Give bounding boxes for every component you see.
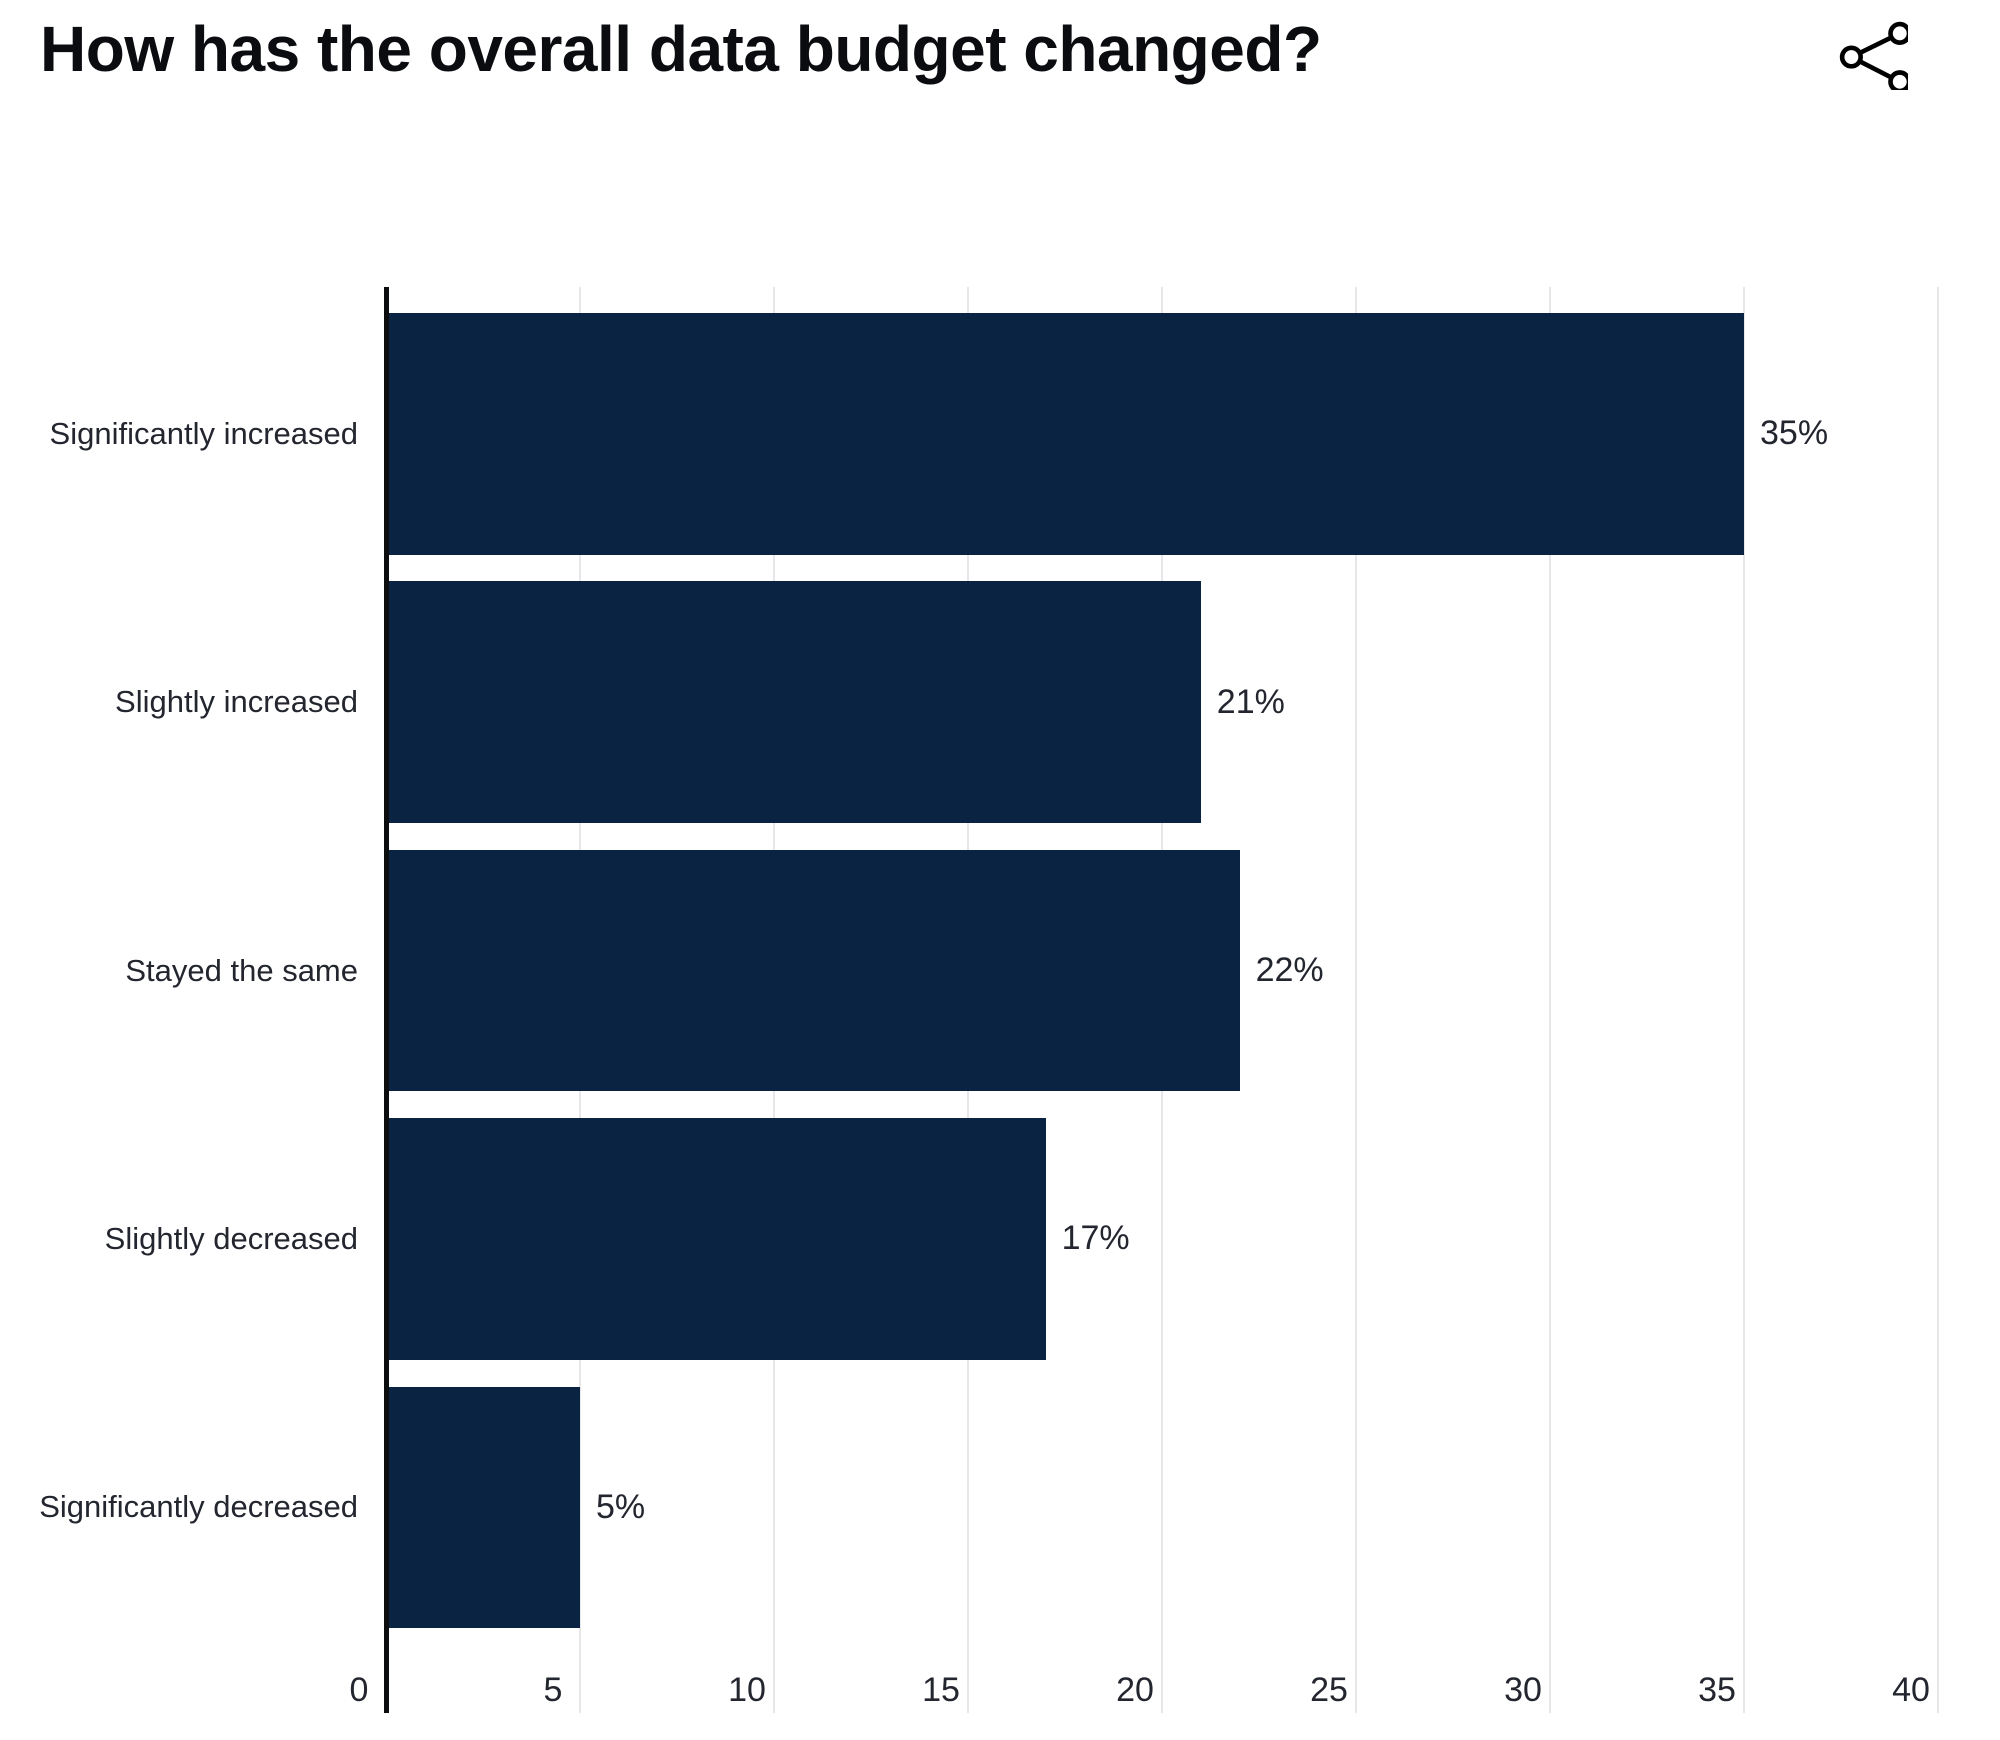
x-gridline (1549, 287, 1551, 1713)
bar-slightly-decreased[interactable] (389, 1118, 1046, 1360)
bar-significantly-increased[interactable] (389, 313, 1744, 555)
x-gridline (1937, 287, 1939, 1713)
bar-slightly-increased[interactable] (389, 581, 1201, 823)
x-axis-tick-label: 25 (1310, 1671, 1348, 1709)
value-label: 17% (1061, 1219, 1130, 1258)
value-label: 5% (596, 1487, 646, 1526)
category-label: Stayed the same (125, 952, 358, 988)
bar-significantly-decreased[interactable] (389, 1386, 580, 1629)
y-axis-line (384, 287, 389, 1713)
x-axis-tick-label: 20 (1116, 1671, 1154, 1709)
category-label: Slightly increased (115, 684, 358, 720)
chart-title: How has the overall data budget changed? (40, 13, 1322, 85)
x-axis-tick-label: 35 (1698, 1671, 1736, 1709)
category-label: Slightly decreased (104, 1220, 358, 1256)
value-label: 22% (1255, 951, 1324, 990)
x-axis-tick-label: 0 (349, 1671, 369, 1709)
x-axis-tick-label: 15 (922, 1671, 960, 1709)
category-label: Significantly increased (49, 415, 358, 451)
value-label: 35% (1760, 414, 1829, 453)
x-axis-tick-label: 5 (543, 1671, 563, 1709)
x-axis-tick-label: 10 (728, 1671, 766, 1709)
x-gridline (1355, 287, 1357, 1713)
x-axis-tick-label: 30 (1504, 1671, 1542, 1709)
x-gridline (1743, 287, 1745, 1713)
category-label: Significantly decreased (39, 1489, 358, 1525)
x-axis-tick-label: 40 (1892, 1671, 1930, 1709)
value-label: 21% (1216, 682, 1285, 721)
bar-stayed-the-same[interactable] (389, 849, 1240, 1092)
